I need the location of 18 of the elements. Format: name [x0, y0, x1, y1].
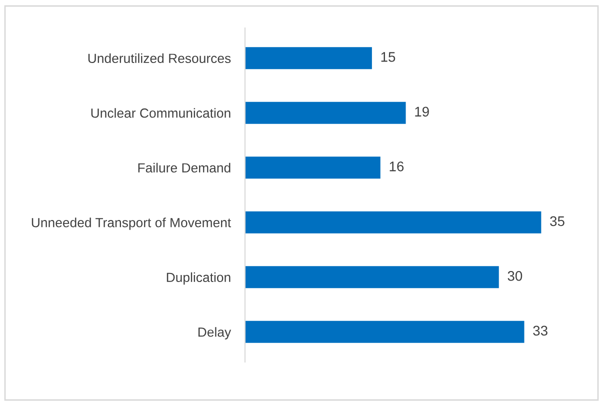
- y-tick-label: Delay: [198, 327, 232, 340]
- data-label: 19: [415, 106, 429, 117]
- y-tick-label: Underutilized Resources: [88, 53, 231, 64]
- bar: [245, 320, 524, 343]
- bar: [245, 156, 380, 179]
- data-label: 33: [533, 326, 548, 336]
- bar: [245, 102, 406, 124]
- data-label: 35: [550, 216, 564, 226]
- y-tick-label: Failure Demand: [138, 162, 230, 173]
- y-tick-label: Duplication: [166, 272, 230, 285]
- bar: [245, 211, 542, 234]
- y-tick-label: Unneeded Transport of Movement: [32, 218, 232, 230]
- data-label: 16: [390, 162, 404, 172]
- y-tick-label: Unclear Communication: [91, 108, 230, 118]
- data-label: 15: [381, 52, 396, 62]
- bar: [245, 266, 499, 288]
- bar: [245, 47, 372, 70]
- data-label: 30: [508, 271, 522, 281]
